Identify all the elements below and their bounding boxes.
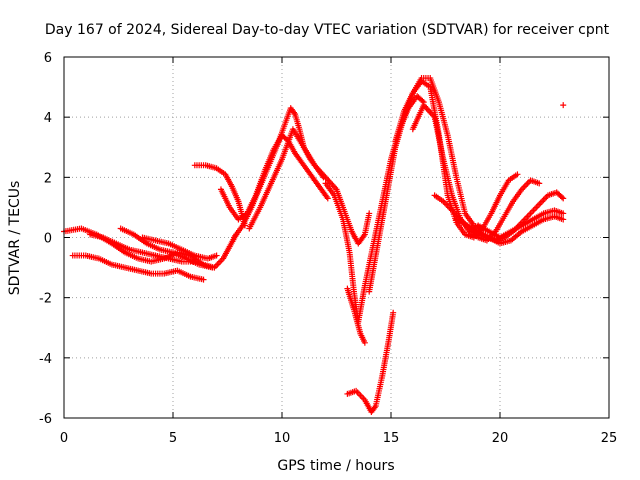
- series-track-n: [392, 75, 521, 232]
- data-point: [419, 97, 426, 104]
- data-layer: [61, 75, 567, 415]
- data-point: [213, 252, 220, 259]
- y-axis-label: SDTVAR / TECUs: [7, 181, 23, 296]
- x-tick-label: 0: [60, 431, 68, 446]
- series-track-l: [344, 309, 397, 415]
- chart-title: Day 167 of 2024, Sidereal Day-to-day VTE…: [45, 22, 610, 38]
- series-isolated: [560, 102, 567, 109]
- x-tick-label: 20: [492, 431, 509, 446]
- y-tick-label: -6: [39, 412, 52, 427]
- data-point: [361, 339, 368, 346]
- y-tick-label: 4: [44, 111, 52, 126]
- y-tick-label: -2: [39, 292, 52, 307]
- series-track-q: [453, 213, 567, 247]
- series-track-k: [344, 285, 368, 346]
- data-point: [560, 210, 567, 217]
- y-tick-label: 0: [44, 232, 52, 247]
- series-track-e: [139, 234, 220, 262]
- grid-layer: [64, 57, 609, 418]
- y-tick-label: 6: [44, 51, 52, 66]
- series-track-b: [69, 252, 207, 283]
- x-axis-label: GPS time / hours: [277, 458, 394, 474]
- data-point: [324, 195, 331, 202]
- data-point: [209, 264, 216, 271]
- x-tick-label: 5: [169, 431, 177, 446]
- series-track-i: [246, 126, 373, 247]
- tick-layer: 0 5 10 15 20 25 -6 -4 -2 0 2 4 6: [39, 51, 617, 446]
- x-tick-label: 10: [274, 431, 291, 446]
- data-point: [366, 210, 373, 217]
- x-tick-label: 25: [601, 431, 618, 446]
- data-point: [560, 102, 567, 109]
- data-point: [200, 276, 207, 283]
- y-tick-label: -4: [39, 352, 52, 367]
- series-track-f: [191, 162, 248, 229]
- data-point: [560, 195, 567, 202]
- x-tick-label: 15: [383, 431, 400, 446]
- y-tick-label: 2: [44, 171, 52, 186]
- data-point: [536, 180, 543, 187]
- series-track-d: [117, 225, 216, 271]
- series-track-r: [475, 207, 567, 241]
- data-point: [390, 309, 397, 316]
- data-point: [558, 194, 565, 201]
- series-track-c: [87, 231, 198, 265]
- data-point: [560, 216, 567, 223]
- data-point: [514, 171, 521, 178]
